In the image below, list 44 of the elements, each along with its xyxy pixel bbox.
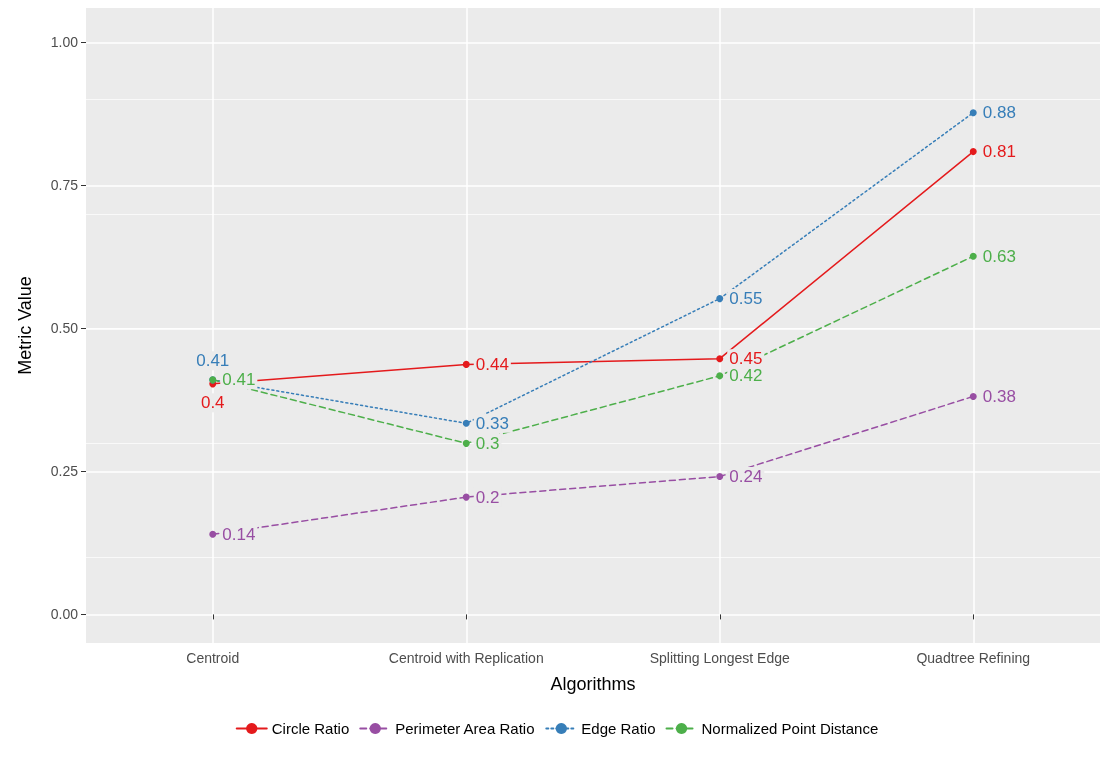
point: [716, 355, 724, 363]
point: [969, 252, 977, 260]
x-tick-label: Centroid with Replication: [388, 650, 544, 666]
data-label: 0.41: [222, 370, 256, 390]
point: [462, 419, 470, 427]
x-axis-title: Algorithms: [550, 674, 636, 694]
x-tick-label: Centroid: [186, 650, 240, 666]
point: [716, 372, 724, 380]
point: [716, 473, 724, 481]
legend-label: Circle Ratio: [271, 720, 350, 737]
y-tick-label: 1.00: [50, 34, 79, 51]
y-tick-label: 0.75: [50, 177, 79, 194]
data-label: 0.81: [982, 142, 1016, 162]
y-tick-label: 0.50: [50, 320, 79, 337]
point: [969, 148, 977, 156]
y-axis-title: Metric Value: [15, 276, 35, 375]
data-label: 0.44: [475, 354, 509, 374]
data-label: 0.63: [982, 246, 1016, 266]
y-tick-label: 0.25: [50, 463, 79, 480]
data-label: 0.41: [196, 351, 230, 371]
x-tick-label: Quadtree Refining: [916, 650, 1031, 666]
data-label: 0.88: [982, 103, 1016, 123]
point: [716, 295, 724, 303]
data-label: 0.38: [982, 386, 1016, 406]
data-label: 0.14: [222, 524, 256, 544]
legend-label: Edge Ratio: [581, 720, 656, 737]
data-label: 0.3: [475, 433, 500, 453]
point: [969, 109, 977, 117]
data-label: 0.45: [729, 349, 763, 369]
data-label: 0.55: [729, 289, 763, 309]
y-tick-label: 0.00: [50, 606, 79, 623]
point: [462, 493, 470, 501]
data-label: 0.24: [729, 467, 763, 487]
legend-label: Perimeter Area Ratio: [395, 720, 535, 737]
point: [462, 439, 470, 447]
data-label: 0.33: [475, 413, 509, 433]
x-tick-label: Splitting Longest Edge: [649, 650, 791, 666]
data-label: 0.4: [200, 393, 225, 413]
point: [462, 360, 470, 368]
legend-label: Normalized Point Distance: [701, 720, 879, 737]
data-label: 0.42: [729, 366, 763, 386]
data-label: 0.2: [475, 487, 500, 507]
point: [969, 392, 977, 400]
point: [209, 530, 217, 538]
